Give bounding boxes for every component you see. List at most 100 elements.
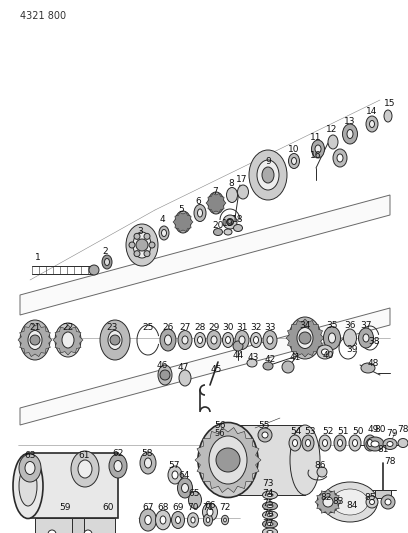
Ellipse shape [224, 518, 226, 522]
Ellipse shape [332, 489, 368, 515]
Ellipse shape [289, 435, 301, 451]
Text: 62: 62 [112, 448, 124, 457]
Text: 55: 55 [258, 421, 270, 430]
Ellipse shape [262, 167, 274, 183]
Text: 60: 60 [102, 504, 114, 513]
Ellipse shape [25, 462, 35, 474]
Ellipse shape [197, 209, 202, 217]
Text: 81: 81 [377, 446, 389, 455]
Ellipse shape [179, 216, 187, 228]
Text: 76: 76 [262, 510, 274, 519]
Ellipse shape [191, 517, 195, 523]
Polygon shape [53, 325, 83, 355]
Ellipse shape [223, 215, 237, 229]
Ellipse shape [385, 499, 391, 505]
Text: 61: 61 [78, 451, 90, 461]
Ellipse shape [368, 440, 373, 447]
Ellipse shape [145, 515, 151, 524]
Ellipse shape [337, 440, 342, 447]
Ellipse shape [211, 336, 217, 344]
Ellipse shape [140, 509, 156, 531]
Text: 82: 82 [320, 494, 332, 503]
Ellipse shape [363, 334, 369, 342]
Text: 65: 65 [188, 489, 200, 498]
Text: 42: 42 [264, 356, 276, 365]
Text: 86: 86 [314, 461, 326, 470]
Circle shape [89, 265, 99, 275]
Ellipse shape [288, 154, 299, 168]
Ellipse shape [323, 497, 333, 507]
Ellipse shape [342, 124, 357, 144]
Circle shape [299, 332, 311, 344]
Ellipse shape [267, 513, 273, 516]
Ellipse shape [207, 330, 221, 350]
Ellipse shape [194, 205, 206, 222]
Ellipse shape [206, 518, 210, 522]
Text: 5: 5 [178, 206, 184, 214]
Polygon shape [315, 489, 341, 515]
Text: 25: 25 [142, 324, 154, 333]
Circle shape [144, 251, 150, 257]
Ellipse shape [349, 435, 361, 451]
Ellipse shape [175, 211, 191, 233]
Text: 1: 1 [35, 254, 41, 262]
Ellipse shape [188, 491, 202, 508]
Circle shape [282, 361, 294, 373]
Text: 44: 44 [233, 351, 244, 360]
Ellipse shape [19, 454, 41, 482]
Ellipse shape [144, 458, 151, 468]
Ellipse shape [289, 317, 321, 359]
Text: 9: 9 [265, 157, 271, 166]
Polygon shape [173, 213, 193, 231]
Text: 78: 78 [397, 425, 408, 434]
Ellipse shape [197, 336, 202, 343]
Text: 50: 50 [352, 427, 364, 437]
Text: 14: 14 [366, 108, 378, 117]
Text: 41: 41 [289, 353, 301, 362]
Text: 70: 70 [187, 504, 199, 513]
Text: 20: 20 [212, 221, 224, 230]
Text: 38: 38 [368, 337, 380, 346]
Text: 15: 15 [384, 100, 396, 109]
Ellipse shape [251, 333, 262, 348]
Ellipse shape [324, 327, 341, 350]
Text: 11: 11 [310, 133, 322, 141]
Circle shape [129, 242, 135, 248]
Text: 79: 79 [386, 429, 398, 438]
Circle shape [134, 233, 140, 239]
Ellipse shape [104, 259, 109, 265]
Ellipse shape [370, 499, 375, 505]
Circle shape [136, 239, 148, 251]
Ellipse shape [222, 333, 233, 348]
Ellipse shape [371, 441, 379, 447]
Ellipse shape [198, 423, 258, 497]
Ellipse shape [205, 425, 235, 495]
Ellipse shape [204, 514, 213, 526]
Circle shape [227, 219, 233, 225]
Text: 48: 48 [367, 359, 379, 367]
Text: 4321 800: 4321 800 [20, 11, 66, 21]
Polygon shape [195, 427, 261, 492]
Text: 85: 85 [364, 494, 376, 503]
Ellipse shape [322, 482, 377, 522]
Text: 39: 39 [346, 345, 358, 354]
Ellipse shape [344, 329, 357, 347]
Ellipse shape [155, 510, 171, 530]
Ellipse shape [337, 154, 343, 162]
Ellipse shape [62, 332, 74, 348]
Ellipse shape [381, 495, 395, 509]
Ellipse shape [224, 229, 232, 235]
Text: 58: 58 [141, 448, 153, 457]
Ellipse shape [160, 516, 166, 524]
Ellipse shape [384, 110, 392, 122]
Ellipse shape [140, 452, 156, 474]
Ellipse shape [302, 435, 314, 451]
Ellipse shape [262, 491, 277, 499]
Text: 35: 35 [326, 321, 338, 330]
Ellipse shape [235, 330, 249, 350]
Ellipse shape [19, 466, 37, 506]
Text: 83: 83 [332, 497, 344, 506]
Circle shape [84, 530, 92, 533]
Ellipse shape [182, 336, 188, 344]
Text: 23: 23 [106, 324, 118, 333]
